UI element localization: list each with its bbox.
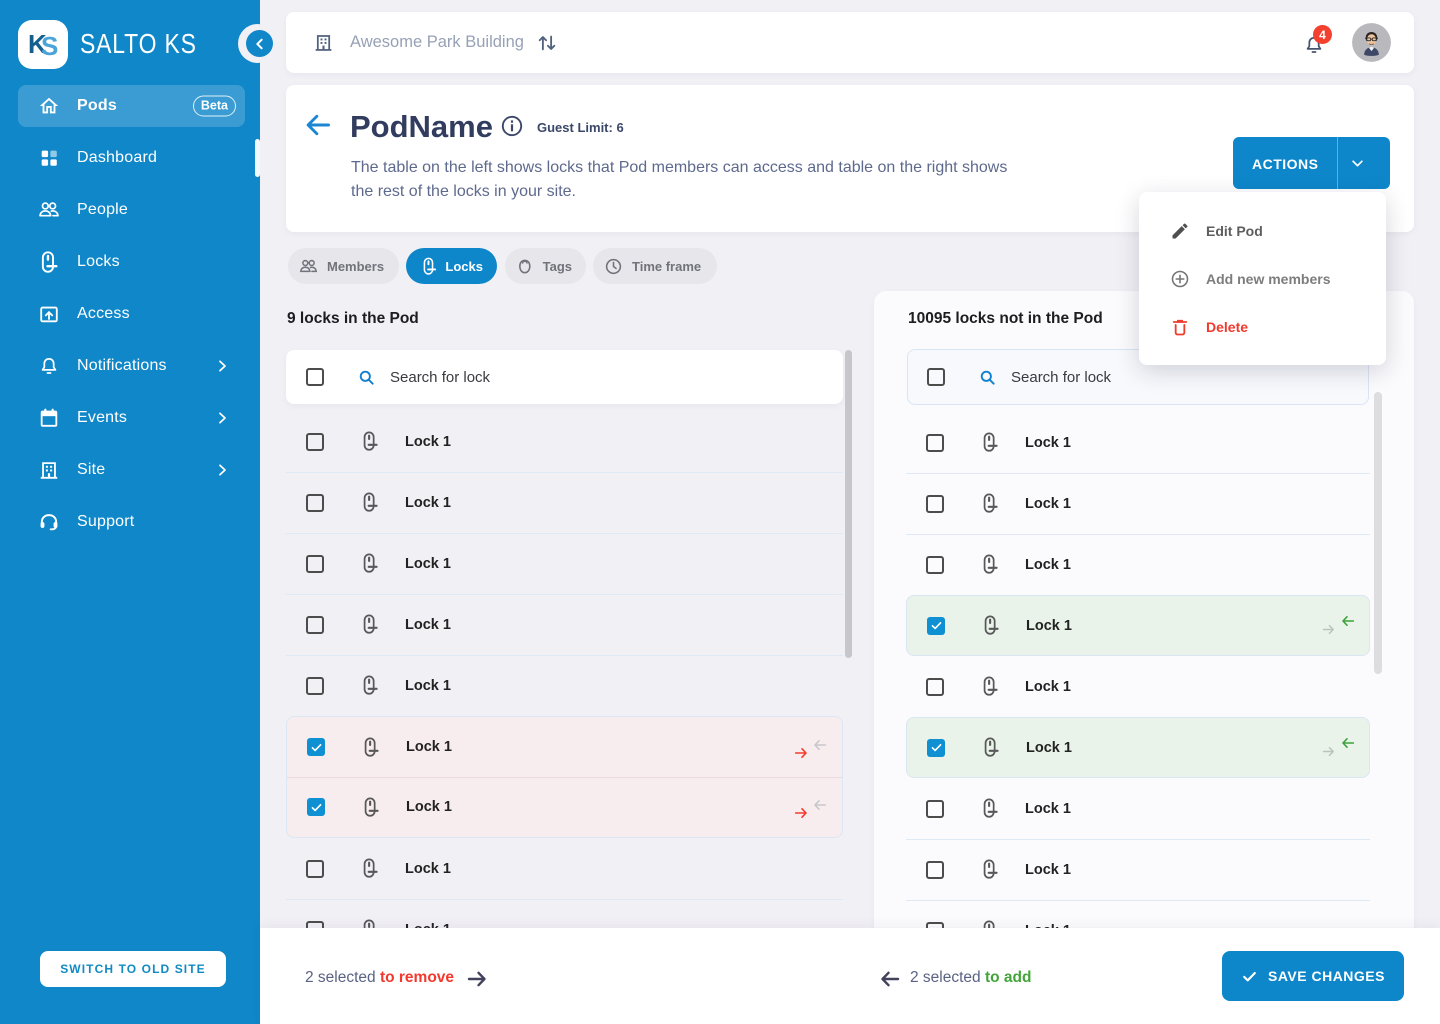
svg-text:S: S xyxy=(41,31,58,61)
svg-text:K: K xyxy=(28,29,47,59)
